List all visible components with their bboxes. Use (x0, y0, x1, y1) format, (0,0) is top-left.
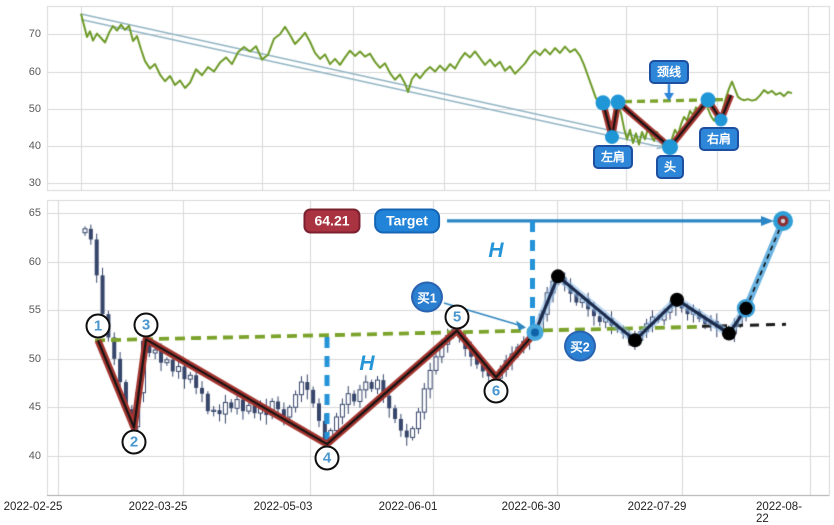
swing-point-2: 2 (121, 429, 147, 455)
head-label: 头 (655, 155, 685, 179)
x-tick-label: 2022-06-01 (378, 501, 438, 513)
buy1-marker: 买1 (411, 281, 443, 313)
y-tick-label-bottom: 65 (28, 207, 41, 220)
height-measure-label-right: H (488, 239, 504, 262)
x-tick-label: 2022-06-30 (501, 501, 561, 513)
target-price-badge: 64.21 (303, 208, 361, 234)
y-tick-label-bottom: 40 (28, 449, 41, 462)
swing-point-5: 5 (444, 304, 470, 330)
right-shoulder-label: 右肩 (698, 127, 740, 151)
swing-point-4: 4 (314, 445, 340, 471)
y-tick-label-bottom: 55 (28, 304, 41, 317)
neckline-label: 颈线 (648, 60, 690, 84)
x-tick-label: 2022-03-25 (128, 501, 188, 513)
swing-point-6: 6 (483, 378, 509, 404)
y-tick-label-bottom: 50 (28, 352, 41, 365)
x-tick-label: 2022-05-03 (253, 501, 313, 513)
left-shoulder-label: 左肩 (592, 145, 634, 169)
y-tick-label-bottom: 45 (28, 401, 41, 414)
y-tick-label-top: 60 (28, 65, 41, 78)
target-label-badge: Target (374, 208, 440, 234)
swing-point-1: 1 (85, 313, 111, 339)
x-tick-label: 2022-08-22 (756, 501, 803, 525)
buy2-marker: 买2 (564, 330, 596, 362)
x-tick-label: 2022-02-25 (3, 501, 63, 513)
x-tick-label: 2022-07-29 (627, 501, 687, 513)
y-tick-label-top: 30 (28, 177, 41, 190)
y-tick-label-top: 50 (28, 102, 41, 115)
y-tick-label-bottom: 60 (28, 255, 41, 268)
y-tick-label-top: 70 (28, 28, 41, 41)
swing-point-3: 3 (133, 312, 159, 338)
y-tick-label-top: 40 (28, 140, 41, 153)
height-measure-label-left: H (359, 352, 375, 375)
